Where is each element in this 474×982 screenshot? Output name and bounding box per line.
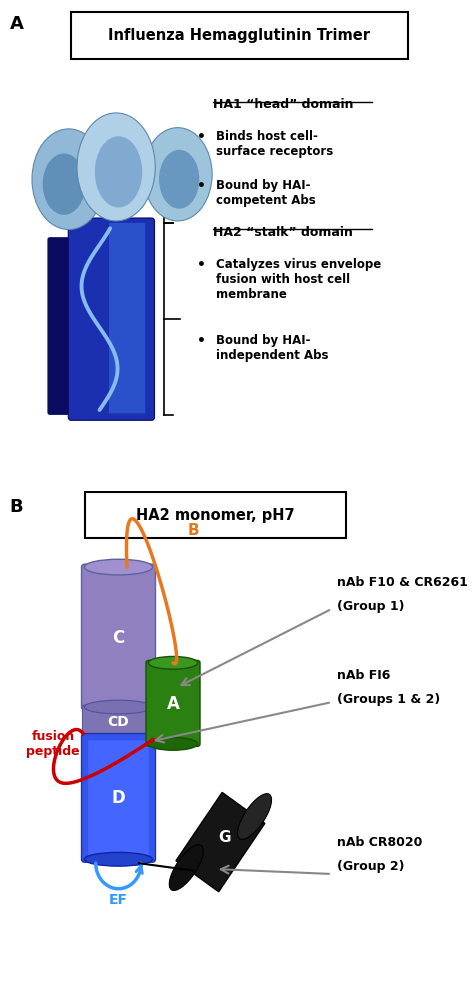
- Ellipse shape: [237, 793, 272, 840]
- FancyBboxPatch shape: [109, 223, 146, 413]
- Text: (Group 2): (Group 2): [337, 860, 404, 873]
- FancyBboxPatch shape: [47, 238, 76, 414]
- Text: fusion
peptide: fusion peptide: [26, 730, 80, 758]
- Text: (Group 1): (Group 1): [337, 600, 404, 613]
- Text: •: •: [197, 258, 206, 272]
- Ellipse shape: [143, 128, 212, 221]
- Text: Binds host cell-
surface receptors: Binds host cell- surface receptors: [216, 131, 333, 158]
- FancyBboxPatch shape: [68, 218, 155, 420]
- Text: HA1 “head” domain: HA1 “head” domain: [213, 98, 354, 111]
- Text: nAb F10 & CR6261: nAb F10 & CR6261: [337, 576, 467, 589]
- Ellipse shape: [84, 852, 153, 866]
- FancyBboxPatch shape: [82, 564, 155, 710]
- Text: G: G: [218, 830, 230, 845]
- Text: A: A: [9, 15, 23, 32]
- FancyBboxPatch shape: [88, 740, 149, 855]
- Text: B: B: [187, 522, 199, 538]
- Ellipse shape: [32, 129, 106, 230]
- Text: CD: CD: [108, 715, 129, 729]
- Text: nAb FI6: nAb FI6: [337, 670, 390, 682]
- FancyBboxPatch shape: [85, 493, 346, 538]
- Text: •: •: [197, 180, 206, 193]
- Ellipse shape: [95, 136, 142, 207]
- Text: EF: EF: [109, 893, 128, 906]
- FancyBboxPatch shape: [71, 219, 152, 420]
- FancyBboxPatch shape: [82, 705, 155, 738]
- Ellipse shape: [169, 845, 203, 891]
- Ellipse shape: [84, 560, 153, 575]
- Ellipse shape: [159, 150, 200, 209]
- FancyBboxPatch shape: [146, 660, 200, 746]
- Text: HA2 monomer, pH7: HA2 monomer, pH7: [137, 508, 295, 522]
- Text: B: B: [9, 499, 23, 517]
- Ellipse shape: [148, 657, 198, 670]
- Text: C: C: [112, 629, 125, 647]
- Ellipse shape: [148, 737, 198, 750]
- FancyBboxPatch shape: [71, 13, 408, 59]
- Text: •: •: [197, 334, 206, 348]
- Text: D: D: [111, 789, 126, 807]
- Text: Bound by HAI-
competent Abs: Bound by HAI- competent Abs: [216, 180, 315, 207]
- Ellipse shape: [43, 153, 85, 215]
- Ellipse shape: [77, 113, 155, 221]
- Text: •: •: [197, 131, 206, 144]
- Text: Catalyzes virus envelope
fusion with host cell
membrane: Catalyzes virus envelope fusion with hos…: [216, 258, 381, 300]
- Text: Influenza Hemagglutinin Trimer: Influenza Hemagglutinin Trimer: [109, 28, 370, 43]
- Text: A: A: [166, 694, 180, 713]
- FancyBboxPatch shape: [82, 734, 155, 862]
- Polygon shape: [176, 792, 265, 892]
- Text: (Groups 1 & 2): (Groups 1 & 2): [337, 693, 440, 706]
- Text: nAb CR8020: nAb CR8020: [337, 837, 422, 849]
- Ellipse shape: [84, 700, 153, 714]
- Text: Bound by HAI-
independent Abs: Bound by HAI- independent Abs: [216, 334, 328, 362]
- Text: HA2 “stalk” domain: HA2 “stalk” domain: [213, 226, 353, 239]
